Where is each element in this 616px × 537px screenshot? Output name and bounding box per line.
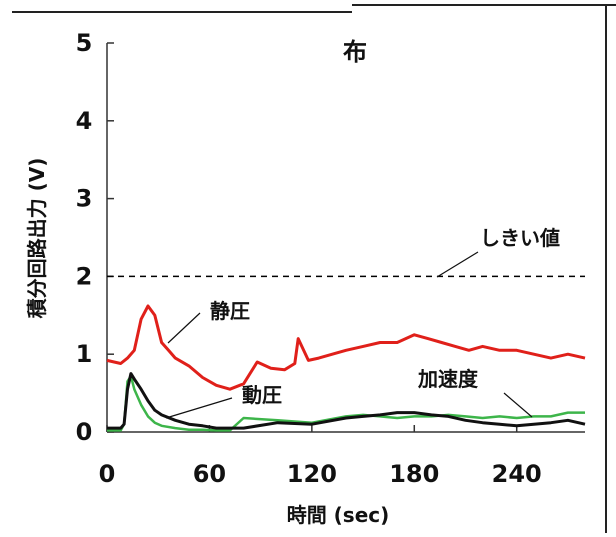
- x-tick-label: 0: [99, 460, 116, 488]
- x-axis-title: 時間 (sec): [287, 503, 390, 527]
- y-tick-label: 2: [76, 262, 93, 290]
- dynamic-pressure-leader: [165, 397, 233, 419]
- y-tick-label: 3: [76, 185, 93, 213]
- y-tick-label: 5: [76, 29, 93, 57]
- y-tick-label: 0: [76, 418, 93, 446]
- threshold-leader: [436, 251, 479, 278]
- chart-title: 布: [343, 38, 367, 66]
- acceleration-leader: [503, 392, 533, 418]
- threshold-label: しきい値: [480, 226, 560, 250]
- series-label-acceleration: 加速度: [417, 367, 479, 391]
- y-axis-title: 積分回路出力 (V): [25, 158, 49, 319]
- y-tick-label: 4: [76, 107, 93, 135]
- series-label-static-pressure: 静圧: [210, 299, 250, 323]
- y-tick-label: 1: [76, 340, 93, 368]
- x-tick-label: 60: [193, 460, 226, 488]
- series-line-dynamic-pressure: [107, 372, 586, 430]
- x-tick-label: 180: [389, 460, 439, 488]
- x-tick-label: 240: [492, 460, 542, 488]
- static-pressure-leader: [167, 312, 201, 344]
- series-label-dynamic-pressure: 動圧: [242, 383, 282, 407]
- series-line-static-pressure: [106, 304, 586, 391]
- series-line-acceleration: [107, 374, 585, 432]
- x-tick-label: 120: [287, 460, 337, 488]
